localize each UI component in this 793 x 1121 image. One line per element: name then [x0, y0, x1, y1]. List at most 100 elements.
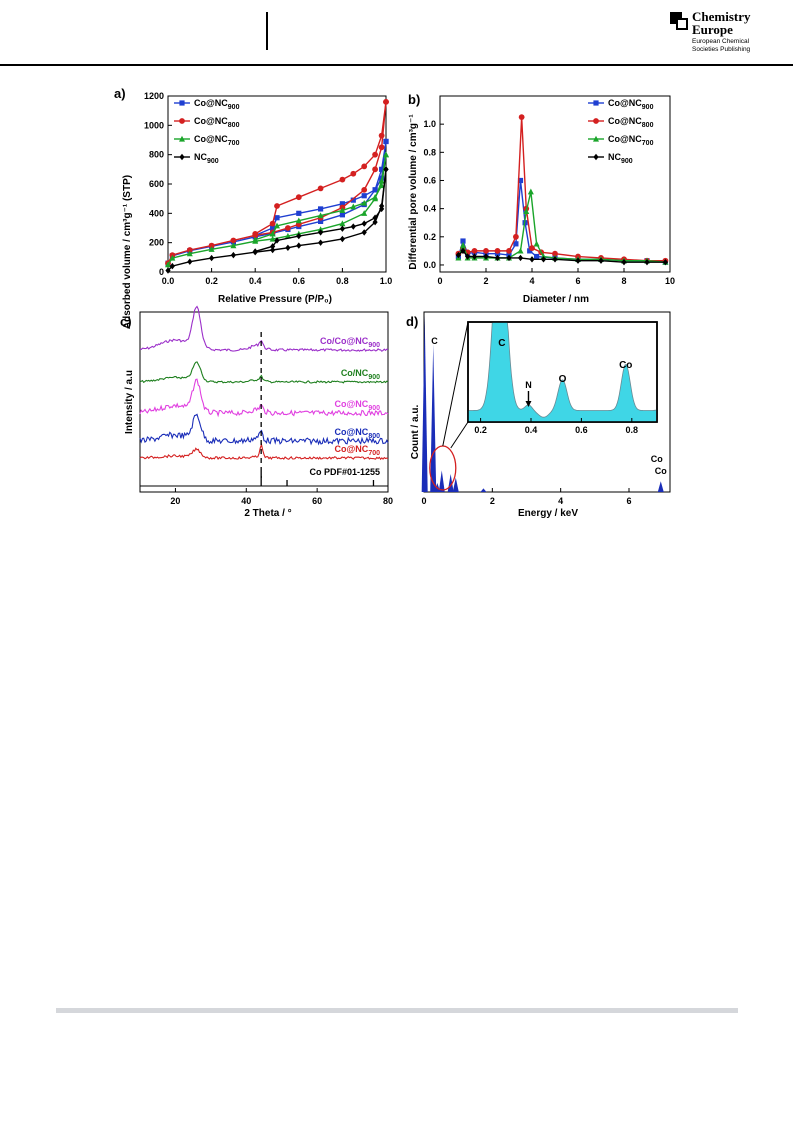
- panel-b-series-2-point: [527, 188, 534, 195]
- panel-a-series-0-point: [318, 218, 324, 224]
- panel-b-frame: [439, 95, 671, 273]
- panel-a-series-1-point: [361, 186, 368, 193]
- panel-c-series-1-line: [139, 361, 389, 384]
- footer-rule: [56, 1008, 738, 1013]
- panel-b-xtick-label: 4: [529, 276, 534, 286]
- panel-b-xtick-label: 6: [575, 276, 580, 286]
- panel-a-series-0-point: [339, 201, 345, 207]
- panel-a-series-1-point: [361, 163, 368, 170]
- panel-b-series-0-point: [460, 238, 466, 244]
- panel-a-series-0-point: [296, 210, 302, 216]
- panel-a-series-2-point: [269, 235, 276, 242]
- panel-a-ytick-label: 1200: [144, 91, 164, 101]
- panel-d-inset-xtick-label: 0.2: [474, 425, 487, 435]
- panel-a-series-2-point: [230, 242, 237, 249]
- panel-a-xtick-label: 0.0: [162, 276, 175, 286]
- panel-a-series-3-point: [187, 258, 193, 265]
- panel-c-label-2-text: Co@NC900: [335, 399, 381, 412]
- panel-a-series-1-point: [269, 220, 276, 227]
- panel-a-series-3-point: [318, 239, 324, 246]
- panel-a-legend-0-marker: [179, 100, 185, 106]
- panel-a-series-2-point: [165, 261, 171, 268]
- panel-d-xtick-label: 6: [626, 496, 631, 506]
- panel-a-series-3-point: [296, 232, 302, 240]
- panel-a-ylabel: Adsorbed volume / cm³g⁻¹ (STP): [122, 175, 133, 329]
- panel-b-series-2-point: [533, 240, 540, 247]
- panel-a-series-1-point: [378, 132, 385, 139]
- panel-b-series-0-point: [513, 241, 519, 247]
- panel-a-series-0-point: [270, 225, 276, 231]
- panel-a-xtick-label: 0.4: [249, 276, 262, 286]
- panel-d-inset-xtick-label: 0.8: [626, 425, 639, 435]
- panel-a-xtick-label: 0.2: [205, 276, 218, 286]
- panel-a-series-3-point: [339, 225, 345, 232]
- panel-a-legend-3-text: NC900: [194, 152, 219, 165]
- panel-d-spectrum-peak: [480, 488, 487, 492]
- panel-c-xtick-label: 80: [383, 496, 393, 506]
- panel-c-series-3-line: [139, 413, 389, 446]
- panel-a-series-1-point: [378, 144, 385, 151]
- panel-a-xtick-label: 0.6: [293, 276, 306, 286]
- panel-a-series-2-point: [339, 207, 346, 213]
- panel-a-series-3-point: [339, 235, 345, 243]
- panel-d-inset-arrowhead-icon: [525, 401, 532, 407]
- panel-b-series-3-point: [494, 254, 501, 262]
- panel-a-series-2-point: [361, 210, 368, 216]
- panel-a-series-1-point: [186, 247, 193, 253]
- panel-a-series-3-point: [252, 248, 258, 255]
- panel-a-ytick-label: 200: [149, 238, 164, 248]
- panel-b-series-0-point: [517, 177, 524, 184]
- panel-a-series-0-point: [383, 138, 389, 145]
- panel-d-peak-label-co1: Co: [655, 466, 667, 476]
- panel-d-inset-label-c: C: [498, 338, 505, 349]
- panel-a-series-0-point: [361, 193, 367, 199]
- panel-a-ytick-label: 400: [149, 208, 164, 218]
- panel-c-label-0-text: Co/Co@NC900: [320, 336, 380, 349]
- panel-b-series-3-point: [621, 258, 627, 266]
- panel-d-peak-label-co2: Co: [651, 454, 663, 464]
- panel-a-series-3-point: [383, 166, 389, 173]
- panel-d-inset-xtick-label: 0.6: [575, 425, 588, 435]
- panel-a-series-0-point: [318, 206, 324, 212]
- panel-b-series-3-point: [552, 256, 558, 263]
- panel-d-spectrum-peak: [430, 344, 437, 492]
- panel-a-ytick-label: 800: [149, 150, 164, 160]
- panel-a-legend-3-marker: [179, 153, 185, 161]
- panel-b-series-3-point: [575, 257, 581, 264]
- panel-b-series-1-point: [471, 247, 478, 254]
- panel-c-reference-label: Co PDF#01-1255: [309, 467, 380, 477]
- panel-a-series-0-point: [379, 166, 385, 172]
- panel-b-xtick-label: 2: [483, 276, 488, 286]
- panel-a-series-3-point: [372, 218, 378, 226]
- panel-d-xtick-label: 0: [421, 496, 426, 506]
- panel-b-ytick-label: 0.2: [423, 232, 436, 242]
- panel-b-series-2-point: [517, 247, 524, 254]
- panel-a-series-2-point: [372, 194, 379, 200]
- panel-a-series-3-point: [165, 267, 171, 274]
- panel-c-xtick-label: 40: [241, 496, 251, 506]
- panel-a-series-3-point: [361, 220, 367, 227]
- panel-a-xlabel: Relative Pressure (P/P₀): [218, 294, 332, 305]
- logo-title-line1: Chemistry: [692, 9, 751, 24]
- panel-b-legend-0-text: Co@NC900: [608, 98, 654, 111]
- panel-c-label: c): [120, 314, 132, 329]
- panel-a-series-2-point: [186, 250, 193, 257]
- panel-a-series-3-point: [230, 251, 236, 259]
- panel-a-series-3-point: [372, 214, 378, 221]
- logo-mark-icon: [670, 12, 688, 30]
- panel-a-ytick-label: 600: [149, 179, 164, 189]
- panel-c-label-1-text: Co/NC900: [341, 368, 380, 381]
- panel-b-series-3-point: [455, 251, 461, 259]
- panel-b-series-1-point: [483, 247, 489, 254]
- panel-d-inset-label-n: N: [525, 380, 532, 390]
- panel-a-series-2-point: [383, 151, 389, 158]
- panel-b-label: b): [408, 92, 420, 107]
- panel-a-legend-2-marker: [179, 135, 185, 142]
- logo-subtitle-line1: European Chemical: [692, 38, 750, 45]
- panel-b-series-1-point: [494, 247, 501, 254]
- logo-subtitle: European Chemical Societies Publishing: [692, 38, 782, 53]
- page-header: Chemistry Europe European Chemical Socie…: [0, 0, 793, 66]
- panel-b-series-3-point: [465, 253, 471, 260]
- panel-a-series-3-point: [296, 242, 302, 249]
- panel-a-series-1-point: [208, 242, 215, 249]
